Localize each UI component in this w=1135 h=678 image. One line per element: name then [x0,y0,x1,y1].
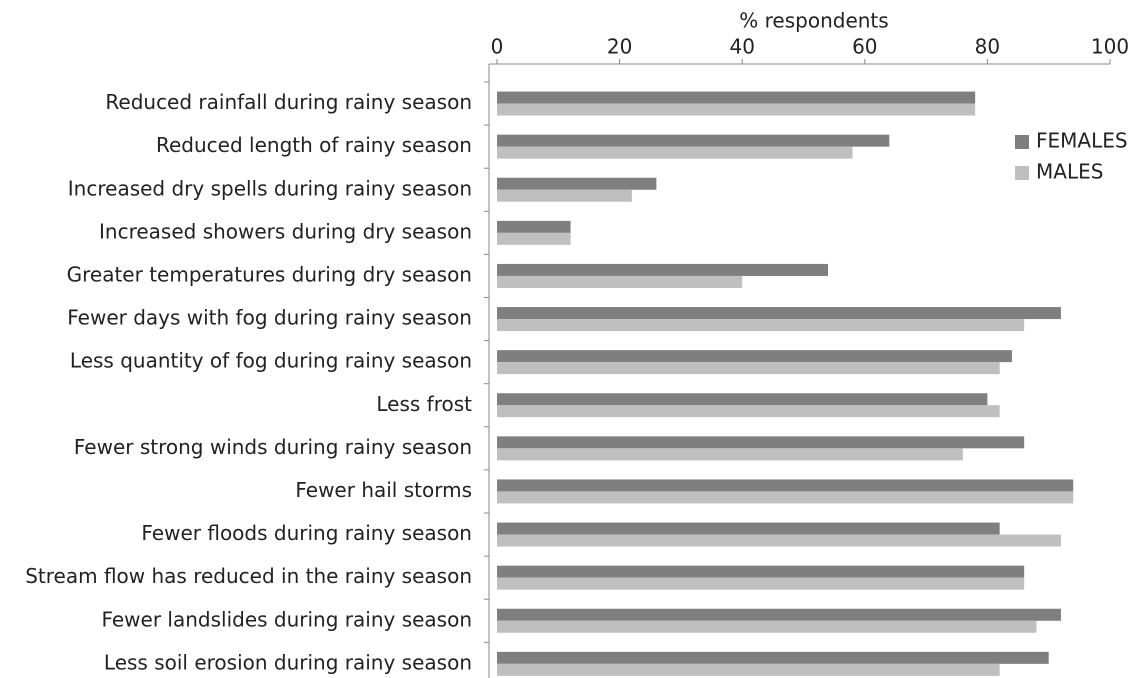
bar [497,663,1000,676]
x-tick-label: 20 [607,35,632,59]
x-tick-label: 80 [975,35,1000,59]
bar [497,275,743,288]
bar [497,522,1000,535]
bar [497,319,1025,332]
bar [497,577,1025,590]
bar [497,362,1000,375]
bar [497,491,1074,504]
legend-label: FEMALES [1036,129,1128,153]
bar [497,103,976,116]
y-tick-label: Greater temperatures during dry season [67,262,472,286]
x-tick-label: 60 [852,35,877,59]
bar [497,134,890,147]
bar [497,189,632,202]
bar [497,405,1000,418]
y-tick-label: Reduced length of rainy season [156,133,472,157]
bar [497,177,657,190]
y-tick-label: Fewer days with fog during rainy season [67,306,472,330]
bar [497,448,963,461]
bar [497,651,1049,664]
bar [497,91,976,104]
bar [497,263,829,276]
bar [497,393,988,406]
y-tick-label: Fewer hail storms [295,478,472,502]
legend-swatch [1015,166,1029,180]
axis-title: % respondents [739,9,888,33]
bar [497,146,853,159]
x-tick-label: 100 [1091,35,1129,59]
y-tick-label: Increased showers during dry season [99,219,472,243]
bar [497,620,1037,633]
y-tick-label: Fewer strong winds during rainy season [74,435,472,459]
bar [497,232,571,245]
y-tick-label: Stream flow has reduced in the rainy sea… [25,564,472,588]
bar [497,220,571,233]
y-tick-label: Fewer landslides during rainy season [101,607,472,631]
y-tick-label: Less frost [376,392,472,416]
legend-label: MALES [1036,160,1103,184]
bar [497,350,1012,363]
y-tick-label: Fewer floods during rainy season [141,521,472,545]
x-tick-label: 0 [491,35,504,59]
bar [497,479,1074,492]
y-tick-label: Less quantity of fog during rainy season [70,349,472,373]
bar [497,534,1061,547]
bar [497,436,1025,449]
legend-swatch [1015,135,1029,149]
bar [497,608,1061,621]
x-tick-label: 40 [729,35,754,59]
bar [497,307,1061,320]
y-tick-label: Increased dry spells during rainy season [68,176,472,200]
y-tick-label: Reduced rainfall during rainy season [105,90,472,114]
bar [497,565,1025,578]
y-tick-label: Less soil erosion during rainy season [104,650,472,674]
